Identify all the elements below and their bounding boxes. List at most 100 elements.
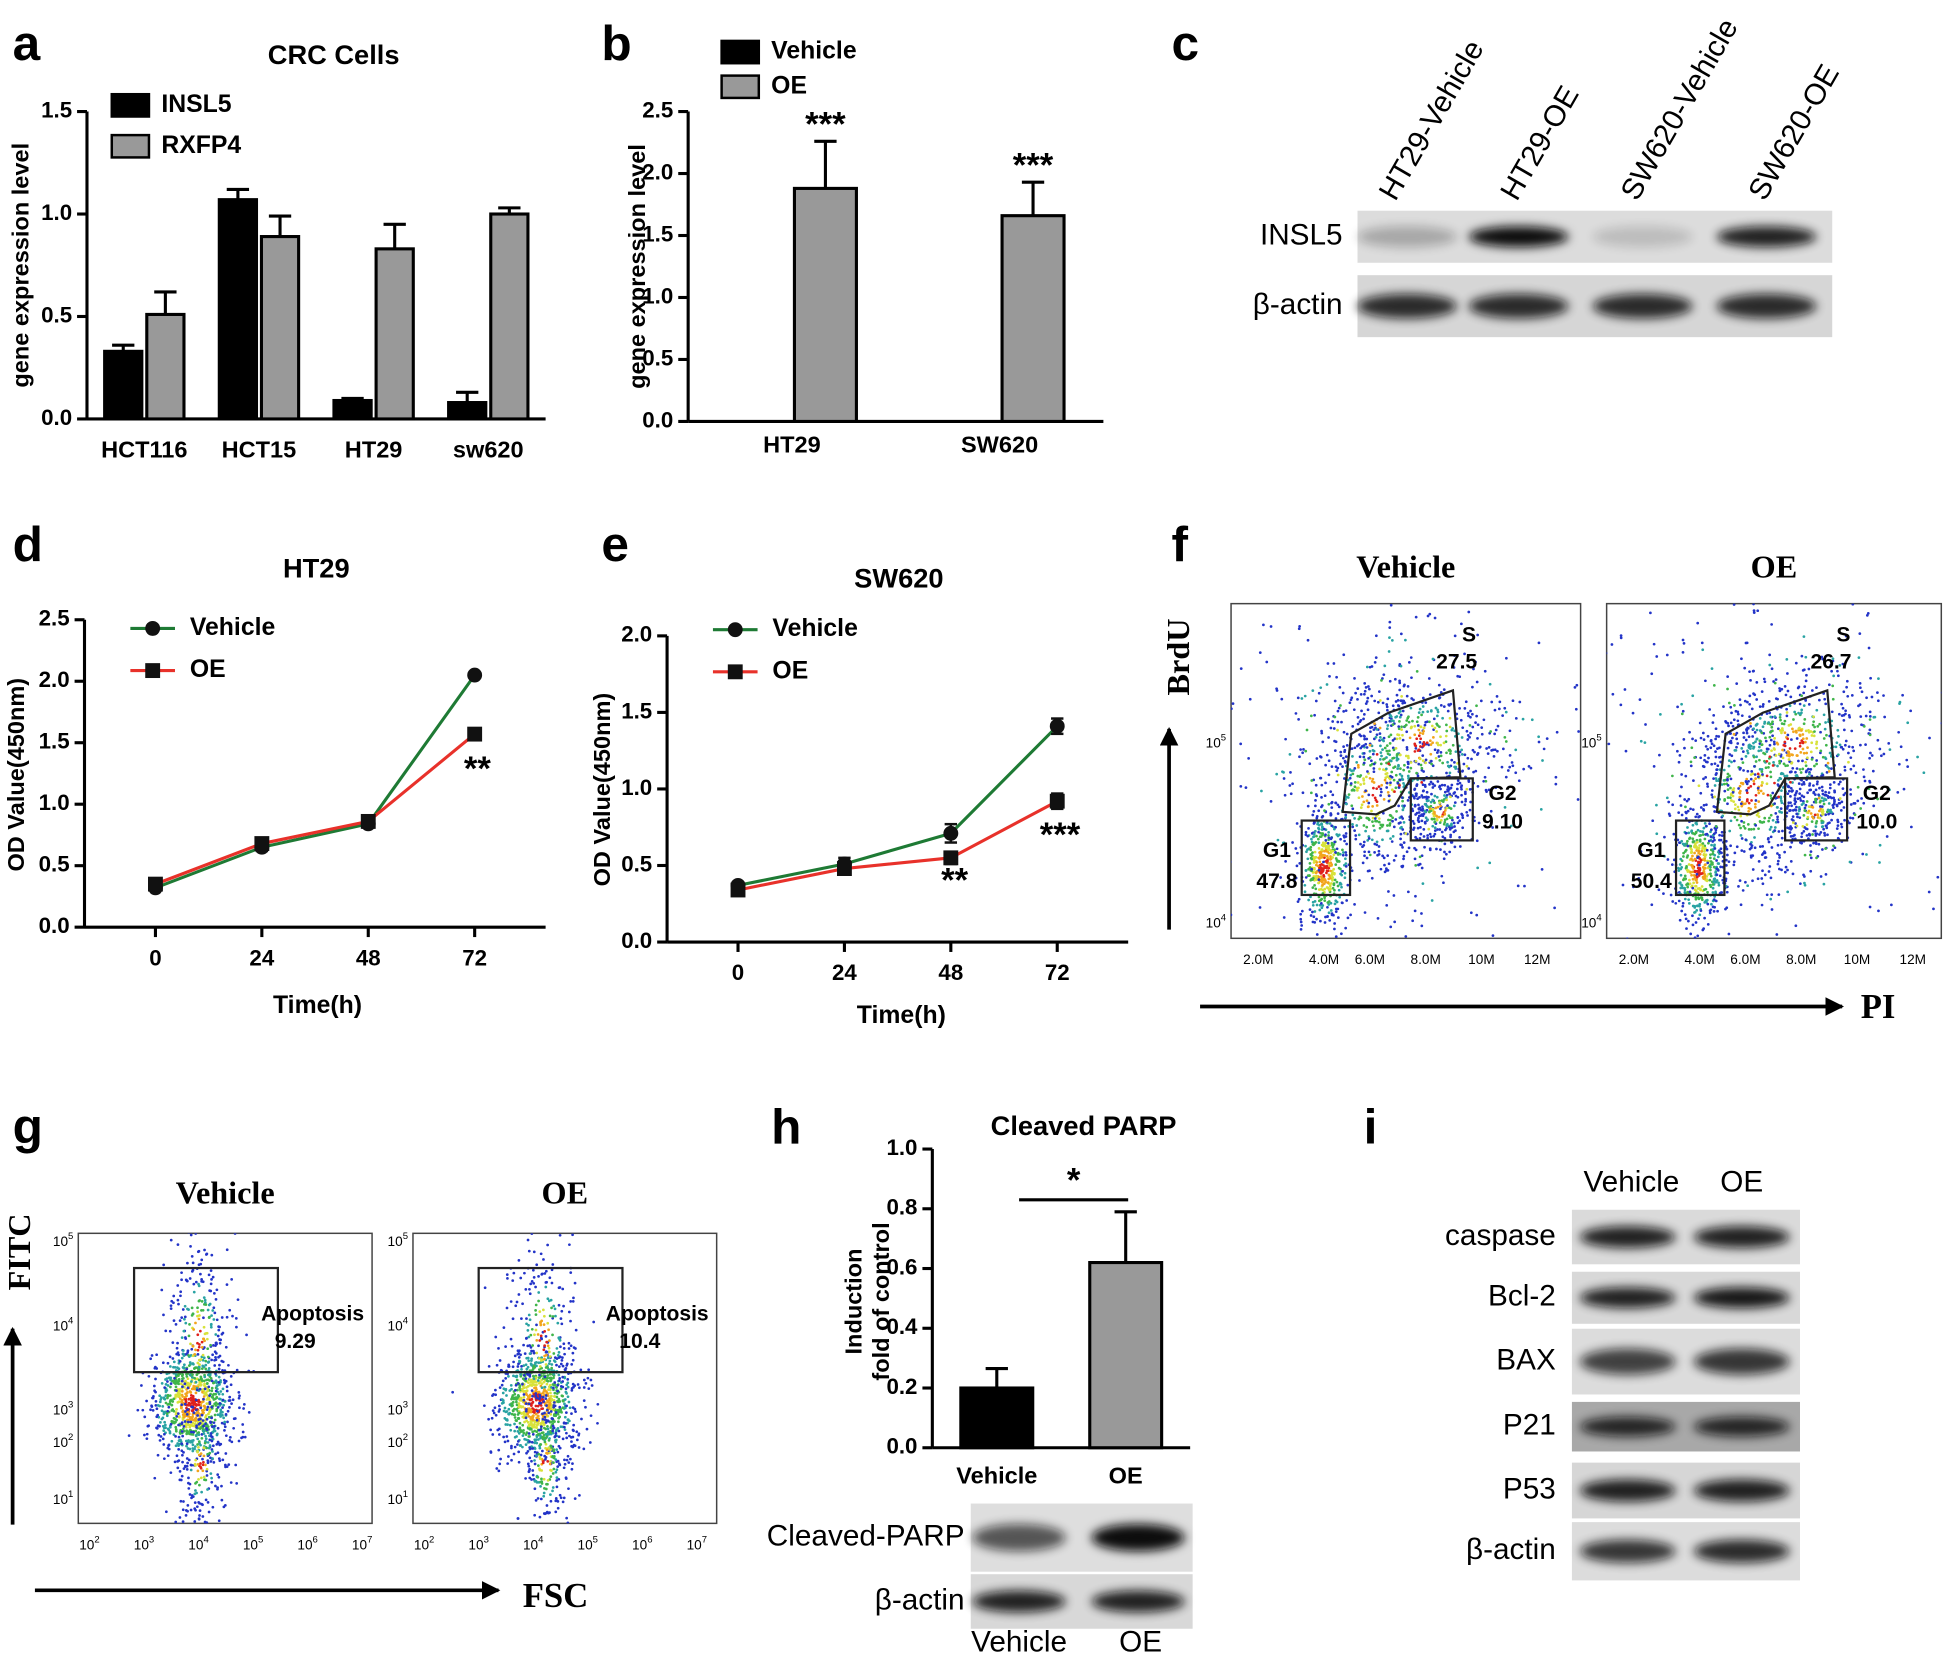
event-dot <box>1317 856 1321 860</box>
event-dot <box>1324 838 1328 842</box>
y-axis-title: gene expression level <box>624 144 650 389</box>
event-dot <box>1770 667 1774 671</box>
event-dot <box>1821 789 1824 793</box>
event-dot <box>1754 799 1758 802</box>
event-dot <box>1714 870 1718 873</box>
event-dot <box>1379 787 1383 791</box>
event-dot <box>1471 685 1474 689</box>
event-dot <box>1708 911 1712 915</box>
event-dot <box>1420 854 1424 858</box>
event-dot <box>1335 880 1339 884</box>
blot-band <box>1579 1416 1676 1437</box>
event-dot <box>1720 834 1724 837</box>
event-dot <box>1449 786 1453 790</box>
event-dot <box>1687 863 1691 866</box>
event-dot <box>1726 746 1730 750</box>
event-dot <box>1800 783 1804 786</box>
event-dot <box>1682 738 1686 741</box>
event-dot <box>1433 616 1437 620</box>
event-dot <box>1298 624 1301 628</box>
event-dot <box>1776 859 1780 863</box>
event-dot <box>1791 872 1795 876</box>
event-dot <box>1366 816 1370 820</box>
event-dot <box>1315 878 1319 882</box>
x-tick-label: 12M <box>1900 952 1927 967</box>
event-dot <box>1476 866 1480 870</box>
event-dot <box>1742 824 1746 828</box>
event-dot <box>1402 518 1405 521</box>
event-dot <box>1316 837 1320 841</box>
event-dot <box>1593 862 1596 865</box>
event-dot <box>222 1416 225 1420</box>
event-dot <box>1331 856 1334 859</box>
event-dot <box>1806 524 1809 527</box>
line <box>154 674 476 890</box>
event-dot <box>158 1424 161 1428</box>
event-dot <box>1838 780 1842 784</box>
event-dot <box>1830 796 1833 800</box>
event-dot <box>1847 585 1850 588</box>
event-dot <box>1400 777 1404 780</box>
event-dot <box>1445 751 1448 755</box>
event-dot <box>1331 843 1335 847</box>
event-dot <box>1521 717 1525 721</box>
event-dot <box>1823 797 1826 801</box>
event-dot <box>1327 773 1331 777</box>
event-dot <box>1333 927 1336 931</box>
event-dot <box>1561 592 1564 595</box>
event-dot <box>1809 850 1813 853</box>
event-dot <box>1353 1055 1356 1058</box>
event-dot <box>215 1433 219 1437</box>
event-dot <box>1349 913 1352 917</box>
event-dot <box>1770 893 1774 897</box>
event-dot <box>1764 766 1768 770</box>
event-dot <box>1838 743 1842 747</box>
event-dot <box>1493 732 1497 736</box>
event-dot <box>1857 656 1861 660</box>
event-dot <box>164 1426 167 1430</box>
event-dot <box>1699 872 1703 876</box>
event-dot <box>187 1334 191 1338</box>
event-dot <box>1393 790 1396 794</box>
event-dot <box>177 1400 181 1404</box>
event-dot <box>1671 803 1675 807</box>
event-dot <box>1794 770 1797 774</box>
event-dot <box>199 1443 202 1447</box>
event-dot <box>1282 916 1286 919</box>
event-dot <box>165 1414 169 1418</box>
event-dot <box>1705 848 1709 852</box>
event-dot <box>1710 828 1713 832</box>
event-dot <box>1328 888 1332 892</box>
event-dot <box>1324 841 1328 845</box>
event-dot <box>1370 594 1373 597</box>
event-dot <box>1446 764 1450 768</box>
panel-label: c <box>1172 15 1200 71</box>
event-dot <box>1309 895 1312 899</box>
event-dot <box>1758 729 1762 732</box>
event-dot <box>1337 706 1341 710</box>
event-dot <box>1449 702 1453 706</box>
event-dot <box>1466 711 1470 715</box>
event-dot <box>1695 812 1699 816</box>
event-dot <box>1398 679 1401 683</box>
blot-band <box>1579 1287 1676 1309</box>
x-tick-label: 8.0M <box>1411 952 1441 967</box>
y-tick-label-base: 10 <box>1581 915 1597 930</box>
event-dot <box>1458 707 1461 710</box>
event-dot <box>1709 908 1713 912</box>
event-dot <box>1365 700 1369 703</box>
event-dot <box>1416 826 1420 830</box>
event-dot <box>1439 743 1442 747</box>
event-dot <box>1320 731 1324 735</box>
event-dot <box>193 1422 197 1426</box>
y-tick-label: 2.5 <box>39 606 70 631</box>
event-dot <box>1802 635 1806 638</box>
event-dot <box>1325 859 1329 863</box>
event-dot <box>1319 776 1323 780</box>
event-dot <box>1825 765 1829 768</box>
event-dot <box>1672 832 1676 836</box>
event-dot <box>1369 726 1372 730</box>
y-tick-label: 1.5 <box>642 221 673 246</box>
event-dot <box>218 1354 222 1358</box>
event-dot <box>1735 682 1739 686</box>
